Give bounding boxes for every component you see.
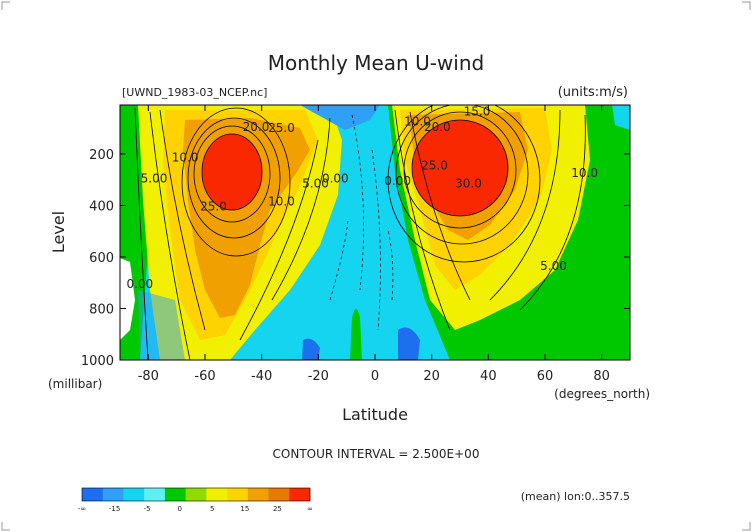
colorbar-swatch: [289, 488, 311, 501]
contour-label: 10.0: [571, 166, 598, 180]
contour-label: 5.00: [540, 259, 567, 273]
y-tick-label: 1000: [81, 354, 114, 369]
contour-label: 25.0: [200, 200, 227, 214]
x-tick-label: -60: [194, 369, 215, 384]
x-axis-unit: (degrees_north): [554, 387, 650, 401]
colorbar-swatch: [227, 488, 249, 501]
x-tick-label: 0: [371, 369, 379, 384]
field-north-cyan: [612, 105, 630, 130]
colorbar-swatch: [268, 488, 290, 501]
colorbar-label: 5: [210, 505, 214, 513]
southern-jet-core: [202, 134, 262, 210]
y-tick-label: 800: [89, 302, 114, 317]
colorbar-swatch: [206, 488, 228, 501]
colorbar-frame: [81, 487, 311, 502]
y-axis-unit: (millibar): [48, 377, 102, 391]
colorbar-swatch: [185, 488, 207, 501]
file-label: [UWND_1983-03_NCEP.nc]: [122, 86, 267, 99]
colorbar-label: ∞: [307, 505, 313, 513]
x-tick-label: 60: [537, 369, 554, 384]
y-axis: 200 400 600 800 1000: [81, 148, 630, 369]
contour-label: 25.0: [268, 121, 295, 135]
contour-label: 0.00: [384, 174, 411, 188]
colorbar: -∞ -15 -5 0 5 15 25 ∞: [78, 487, 313, 513]
contour-label: 10.0: [172, 151, 199, 165]
colorbar-swatch: [82, 488, 104, 501]
y-tick-label: 400: [89, 199, 114, 214]
x-tick-label: -80: [138, 369, 159, 384]
colorbar-label: 25: [273, 505, 282, 513]
northern-jet-core: [412, 120, 508, 216]
colorbar-swatch: [164, 488, 186, 501]
contour-label: 30.0: [455, 176, 482, 190]
field-light-blue-patch: [138, 290, 185, 360]
x-axis: -80 -60 -40 -20 0 20 40 60 80: [138, 105, 610, 384]
x-tick-label: 20: [423, 369, 440, 384]
x-axis-label: Latitude: [342, 405, 408, 424]
contour-label: 5.00: [302, 176, 329, 190]
contour-label: 10.0: [268, 194, 295, 208]
contour-label: 15.0: [464, 104, 491, 118]
contour-label: 5.00: [141, 171, 168, 185]
contour-label: -5.00: [368, 94, 399, 108]
y-tick-label: 200: [89, 148, 114, 163]
y-tick-label: 600: [89, 251, 114, 266]
colorbar-label: 15: [240, 505, 249, 513]
x-tick-label: -40: [251, 369, 272, 384]
colorbar-swatch: [102, 488, 124, 501]
field-equator-green: [350, 309, 362, 360]
contour-interval-note: CONTOUR INTERVAL = 2.500E+00: [273, 447, 480, 461]
contour-label: 25.0: [421, 158, 448, 172]
colorbar-label: -5: [144, 505, 151, 513]
colorbar-swatch: [144, 488, 166, 501]
colorbar-swatch: [247, 488, 269, 501]
x-tick-label: -20: [308, 369, 329, 384]
negative-contours: [329, 114, 394, 331]
field-equator-blue-low: [302, 338, 320, 360]
x-tick-label: 40: [480, 369, 497, 384]
averaging-note: (mean) lon:0..357.5: [521, 490, 630, 503]
colorbar-swatch: [123, 488, 145, 501]
missing-data-area: [120, 258, 135, 340]
contour-label: 0.00: [126, 277, 153, 291]
colorbar-label: -∞: [78, 505, 86, 513]
field-equator-blue: [300, 105, 380, 130]
colorbar-label: 0: [177, 505, 181, 513]
x-tick-label: 80: [593, 369, 610, 384]
contour-lines: [134, 105, 586, 360]
colorbar-label: -15: [109, 505, 120, 513]
contour-label: 20.0: [424, 120, 451, 134]
contour-label: 20.0: [243, 120, 270, 134]
units-label: (units:m/s): [558, 85, 628, 100]
chart-title: Monthly Mean U-wind: [268, 51, 484, 75]
field-equator-blue-low-2: [398, 327, 420, 360]
contour-label: 10.0: [404, 115, 431, 129]
y-axis-label: Level: [49, 211, 68, 253]
contour-label: 0.00: [322, 171, 349, 185]
